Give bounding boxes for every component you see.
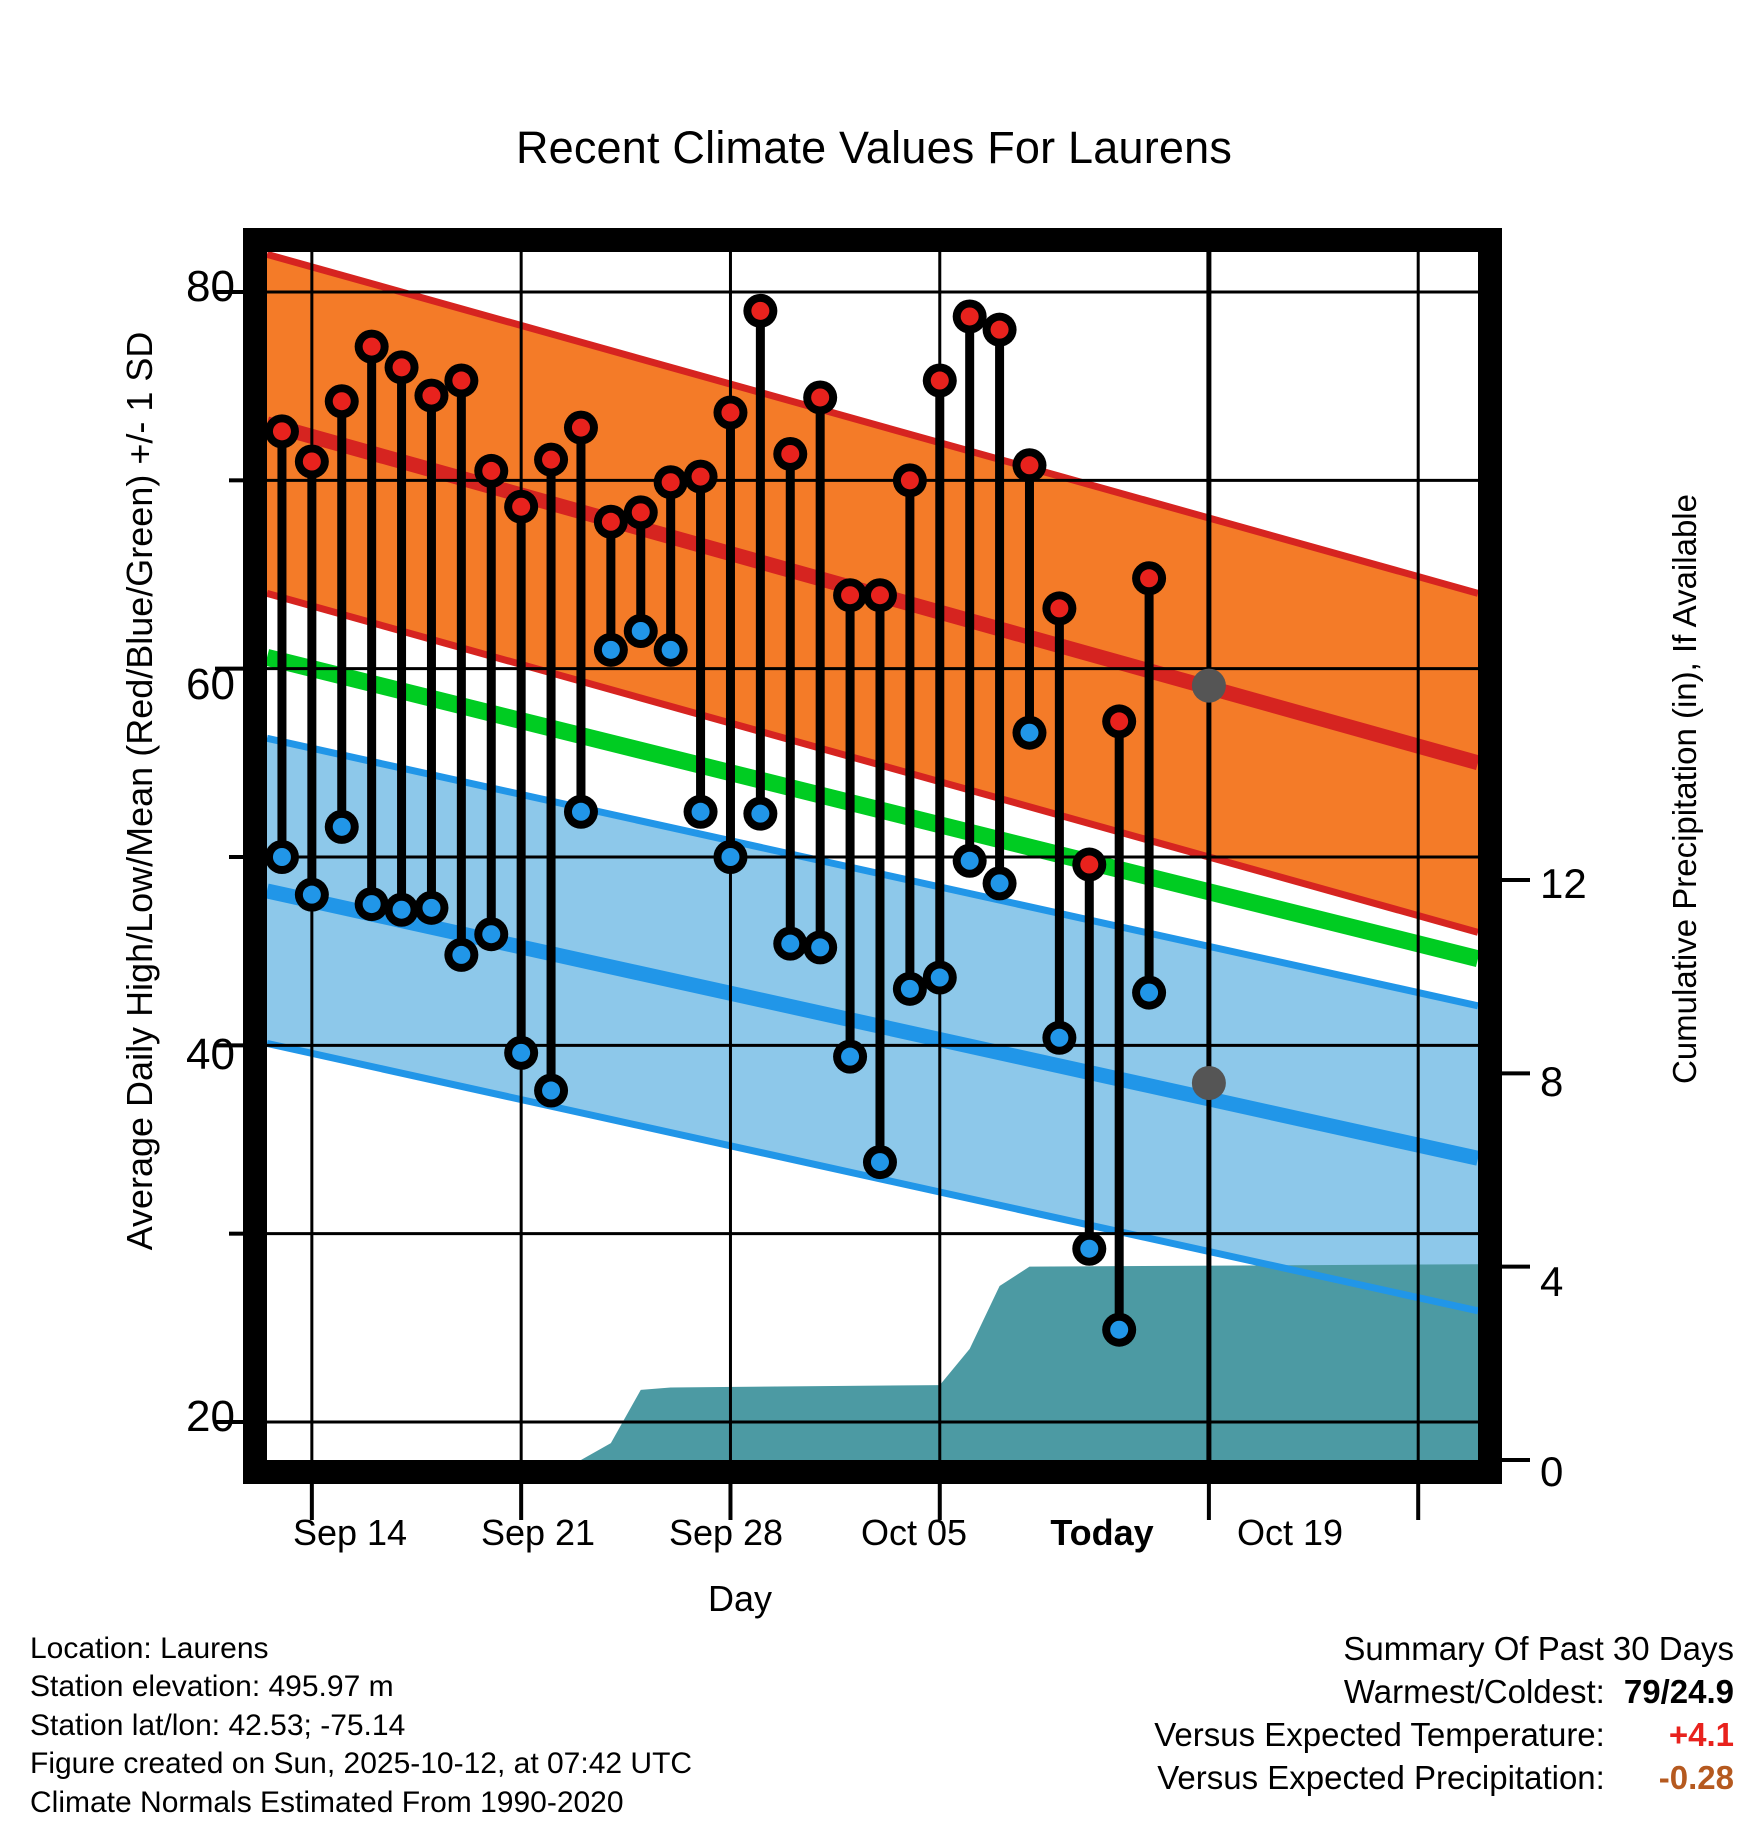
x-tick-1: Sep 21 (480, 1512, 596, 1553)
summary-row-temp: Versus Expected Temperature: +4.1 (1154, 1714, 1734, 1757)
summary-label-warmest: Warmest/Coldest: (1343, 1672, 1605, 1710)
summary-panel: Summary Of Past 30 Days Warmest/Coldest:… (1154, 1628, 1734, 1800)
x-tick-2: Sep 28 (668, 1512, 784, 1553)
y-tick-left-3: 20 (186, 1392, 235, 1441)
summary-label-temp: Versus Expected Temperature: (1154, 1715, 1605, 1753)
y-tick-right-1: 8 (1540, 1058, 1564, 1105)
meta-elevation: Station elevation: 495.97 m (30, 1670, 394, 1704)
meta-normals: Climate Normals Estimated From 1990-2020 (30, 1785, 624, 1819)
chart-title: Recent Climate Values For Laurens (515, 122, 1233, 173)
y-tick-right-2: 4 (1540, 1258, 1564, 1305)
summary-label-precip: Versus Expected Precipitation: (1157, 1758, 1605, 1796)
summary-heading: Summary Of Past 30 Days (1343, 1630, 1734, 1667)
y-tick-right-3: 0 (1540, 1448, 1564, 1495)
summary-value-warmest: 79/24.9 (1623, 1672, 1734, 1710)
summary-value-temp: +4.1 (1668, 1715, 1734, 1753)
summary-row-precip: Versus Expected Precipitation: -0.28 (1154, 1757, 1734, 1800)
meta-created: Figure created on Sun, 2025-10-12, at 07… (30, 1747, 693, 1781)
summary-value-precip: -0.28 (1658, 1758, 1734, 1796)
figure-metadata: Location: Laurens Station elevation: 495… (30, 1630, 692, 1822)
summary-row-warmest: Warmest/Coldest: 79/24.9 (1154, 1671, 1734, 1714)
x-tick-5: Oct 19 (1236, 1512, 1344, 1553)
meta-location: Location: Laurens (30, 1632, 269, 1665)
y-tick-right-0: 12 (1540, 860, 1587, 907)
y-tick-left-0: 80 (186, 262, 235, 311)
x-tick-today: Today (1050, 1512, 1154, 1553)
x-tick-3: Oct 05 (860, 1512, 968, 1553)
meta-latlon: Station lat/lon: 42.53; -75.14 (30, 1708, 406, 1742)
x-axis-label: Day (707, 1578, 773, 1619)
y-tick-left-2: 40 (186, 1030, 235, 1079)
